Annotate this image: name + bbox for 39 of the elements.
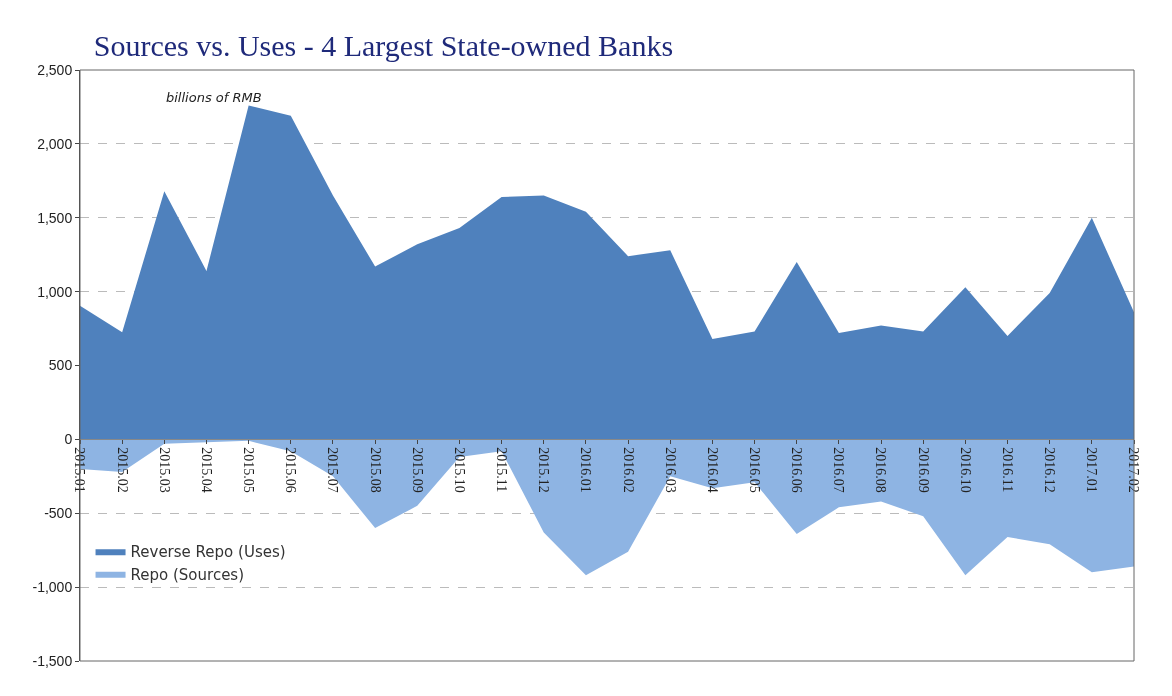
y-tick-label: 0 [64,431,73,448]
chart-title: Sources vs. Uses - 4 Largest State-owned Banks [93,28,674,62]
x-tick-label: 2015.04 [198,447,214,493]
y-tick-label: 1,000 [37,283,73,300]
y-tick-label: 500 [48,357,73,374]
x-tick-label: 2016.07 [831,447,847,493]
annotation: billions of RMB [166,90,262,105]
x-tick-label: 2016.05 [747,447,763,493]
x-tick-label: 2016.11 [999,447,1015,493]
x-tick-label: 2015.11 [494,447,510,493]
y-tick-label: 1,500 [37,209,73,226]
x-tick-label: 2016.12 [1042,447,1058,493]
x-tick-label: 2015.09 [409,447,425,493]
x-tick-label: 2015.07 [325,447,341,493]
x-tick-label: 2015.02 [114,447,130,493]
x-tick-label: 2015.03 [156,447,172,493]
y-tick-label: -500 [44,505,73,522]
x-tick-label: 2016.09 [915,447,931,493]
x-tick-label: 2015.10 [451,447,467,493]
x-tick-label: 2017.01 [1084,447,1100,493]
x-tick-label: 2017.02 [1126,447,1142,493]
y-tick-label: -1,000 [32,579,73,596]
x-tick-label: 2016.04 [704,447,720,493]
legend-label: Reverse Repo (Uses) [130,543,286,562]
x-tick-label: 2016.08 [873,447,889,493]
y-tick-label: 2,000 [37,135,73,152]
x-tick-label: 2015.06 [283,447,299,493]
x-tick-label: 2016.10 [957,447,973,493]
x-tick-label: 2015.05 [241,447,257,493]
x-tick-label: 2016.06 [789,447,805,493]
legend-label: Repo (Sources) [130,565,245,584]
x-tick-label: 2016.02 [620,447,636,493]
x-tick-label: 2016.03 [662,447,678,493]
x-tick-label: 2016.01 [578,447,594,493]
y-tick-label: -1,500 [32,652,73,669]
y-tick-label: 2,500 [37,61,73,78]
x-tick-label: 2015.08 [367,447,383,493]
x-tick-label: 2015.01 [72,447,88,493]
x-tick-label: 2015.12 [536,447,552,493]
